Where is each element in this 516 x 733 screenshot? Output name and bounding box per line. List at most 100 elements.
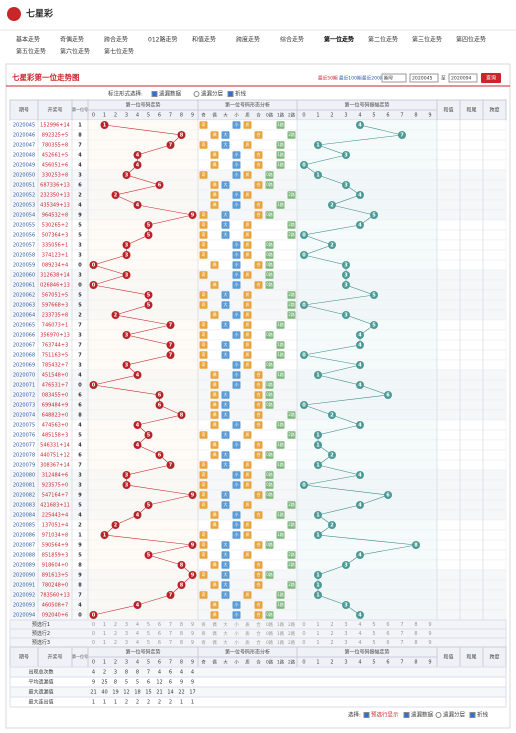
nav-tab[interactable]: 跨合走势 <box>104 36 128 44</box>
preselect-form[interactable]: 合 <box>256 630 261 637</box>
preselect-digit[interactable]: 8 <box>180 640 183 646</box>
preselect-form[interactable]: 偶 <box>212 639 217 646</box>
preselect-form[interactable]: 大 <box>223 639 228 646</box>
preselect-form[interactable]: 0路 <box>266 621 274 628</box>
preselect-digit[interactable]: 5 <box>372 640 375 646</box>
preselect-digit[interactable]: 8 <box>414 640 417 646</box>
preselect-form[interactable]: 奇 <box>201 621 206 628</box>
preselect-digit[interactable]: 0 <box>92 622 95 628</box>
preselect-digit[interactable]: 2 <box>114 640 117 646</box>
preselect-digit[interactable]: 7 <box>400 622 403 628</box>
range-link[interactable]: 最近100期 <box>339 75 362 82</box>
nav-tab[interactable]: 第二位走势 <box>368 36 398 44</box>
preselect-form[interactable]: 偶 <box>212 630 217 637</box>
preselect-digit[interactable]: 9 <box>191 640 194 646</box>
preselect-digit[interactable]: 8 <box>414 622 417 628</box>
preselect-digit[interactable]: 4 <box>136 640 139 646</box>
preselect-form[interactable]: 偶 <box>212 621 217 628</box>
preselect-form[interactable]: 2路 <box>288 630 296 637</box>
preselect-digit[interactable]: 3 <box>344 631 347 637</box>
nav-tab[interactable]: 基本走势 <box>16 36 40 44</box>
preselect-digit[interactable]: 2 <box>330 640 333 646</box>
range-link[interactable]: 最近200期 <box>362 75 385 82</box>
preselect-digit[interactable]: 7 <box>400 640 403 646</box>
query-text[interactable]: 查询 <box>486 75 496 82</box>
to-input[interactable] <box>448 73 478 83</box>
preselect-digit[interactable]: 2 <box>114 631 117 637</box>
preselect-digit[interactable]: 0 <box>302 631 305 637</box>
preselect-digit[interactable]: 4 <box>358 631 361 637</box>
preselect-digit[interactable]: 9 <box>428 631 431 637</box>
preselect-digit[interactable]: 1 <box>316 640 319 646</box>
preselect-digit[interactable]: 5 <box>372 622 375 628</box>
nav-tab[interactable]: 第三位走势 <box>412 36 442 44</box>
preselect-digit[interactable]: 2 <box>330 622 333 628</box>
preselect-digit[interactable]: 7 <box>169 622 172 628</box>
preselect-form[interactable]: 小 <box>234 621 239 628</box>
preselect-digit[interactable]: 3 <box>344 622 347 628</box>
preselect-digit[interactable]: 7 <box>169 640 172 646</box>
preselect-form[interactable]: 大 <box>223 630 228 637</box>
preselect-digit[interactable]: 6 <box>386 622 389 628</box>
preselect-digit[interactable]: 9 <box>428 622 431 628</box>
preselect-digit[interactable]: 3 <box>125 640 128 646</box>
preselect-digit[interactable]: 7 <box>400 631 403 637</box>
preselect-form[interactable]: 0路 <box>266 630 274 637</box>
preselect-form[interactable]: 0路 <box>266 639 274 646</box>
preselect-digit[interactable]: 9 <box>428 640 431 646</box>
checkbox[interactable] <box>403 712 410 718</box>
nav-tab[interactable]: 第六位走势 <box>60 48 90 56</box>
preselect-form[interactable]: 1路 <box>277 630 285 637</box>
preselect-form[interactable]: 合 <box>256 639 261 646</box>
preselect-digit[interactable]: 1 <box>316 622 319 628</box>
preselect-form[interactable]: 小 <box>234 639 239 646</box>
preselect-digit[interactable]: 6 <box>158 631 161 637</box>
preselect-form[interactable]: 质 <box>245 639 250 646</box>
preselect-form[interactable]: 奇 <box>201 630 206 637</box>
preselect-digit[interactable]: 9 <box>191 622 194 628</box>
preselect-form[interactable]: 2路 <box>288 639 296 646</box>
nav-tab[interactable]: 综合走势 <box>280 36 304 44</box>
radio[interactable] <box>193 91 200 97</box>
preselect-digit[interactable]: 6 <box>386 640 389 646</box>
preselect-digit[interactable]: 1 <box>103 622 106 628</box>
nav-tab[interactable]: 奇偶走势 <box>60 36 84 44</box>
preselect-digit[interactable]: 9 <box>191 631 194 637</box>
preselect-digit[interactable]: 2 <box>114 622 117 628</box>
preselect-digit[interactable]: 4 <box>358 622 361 628</box>
nav-tab[interactable]: 第四位走势 <box>456 36 486 44</box>
preselect-digit[interactable]: 5 <box>147 631 150 637</box>
from-input[interactable] <box>409 73 439 83</box>
preselect-digit[interactable]: 5 <box>147 640 150 646</box>
preselect-form[interactable]: 质 <box>245 621 250 628</box>
preselect-digit[interactable]: 8 <box>414 631 417 637</box>
nav-tab[interactable]: 第一位走势 <box>323 36 354 44</box>
checkbox[interactable] <box>151 91 158 97</box>
preselect-digit[interactable]: 0 <box>302 622 305 628</box>
nav-tab[interactable]: 和值走势 <box>192 36 216 44</box>
preselect-digit[interactable]: 8 <box>180 631 183 637</box>
preselect-form[interactable]: 质 <box>245 630 250 637</box>
preselect-digit[interactable]: 0 <box>92 631 95 637</box>
checkbox[interactable] <box>363 712 370 718</box>
preselect-digit[interactable]: 3 <box>344 640 347 646</box>
nav-tab[interactable]: 012路走势 <box>148 36 177 44</box>
nav-tab[interactable]: 跨度走势 <box>236 36 260 44</box>
preselect-digit[interactable]: 7 <box>169 631 172 637</box>
preselect-form[interactable]: 1路 <box>277 639 285 646</box>
preselect-form[interactable]: 奇 <box>201 639 206 646</box>
preselect-digit[interactable]: 6 <box>158 622 161 628</box>
checkbox[interactable] <box>469 712 476 718</box>
preselect-digit[interactable]: 5 <box>147 622 150 628</box>
nav-tab[interactable]: 第五位走势 <box>16 48 46 56</box>
radio[interactable] <box>435 712 442 718</box>
preselect-digit[interactable]: 8 <box>180 622 183 628</box>
preselect-digit[interactable]: 1 <box>103 631 106 637</box>
preselect-form[interactable]: 2路 <box>288 621 296 628</box>
preselect-form[interactable]: 大 <box>223 621 228 628</box>
preselect-digit[interactable]: 1 <box>103 640 106 646</box>
preselect-digit[interactable]: 2 <box>330 631 333 637</box>
preselect-digit[interactable]: 4 <box>136 622 139 628</box>
checkbox[interactable] <box>227 91 234 97</box>
preselect-digit[interactable]: 6 <box>158 640 161 646</box>
